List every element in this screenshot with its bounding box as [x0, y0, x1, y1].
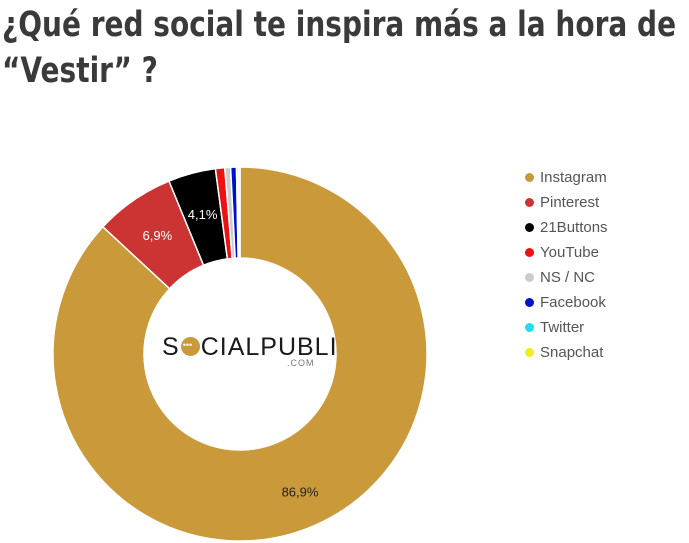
legend-item-ns-nc: NS / NC — [525, 265, 608, 290]
legend-label: NS / NC — [540, 268, 596, 286]
legend-swatch — [525, 298, 534, 307]
slice-snapchat — [237, 166, 241, 259]
legend-swatch — [525, 173, 534, 182]
legend-item-facebook: Facebook — [525, 290, 608, 315]
logo-text-end: CIALPUBLI — [200, 333, 338, 361]
legend-swatch — [525, 323, 534, 332]
legend-label: Facebook — [540, 293, 606, 311]
legend-swatch — [525, 348, 534, 357]
legend-label: YouTube — [540, 243, 599, 261]
chart-title-line2: “Vestir” ? — [2, 51, 158, 91]
legend-item-twitter: Twitter — [525, 315, 608, 340]
logo-subtext: .COM — [287, 358, 315, 368]
legend-label: 21Buttons — [540, 218, 608, 236]
socialpubli-logo: S CIALPUBLI — [162, 331, 338, 361]
logo-o-icon — [180, 331, 200, 359]
legend: Instagram Pinterest 21Buttons YouTube NS / N… — [525, 165, 608, 365]
legend-item-pinterest: Pinterest — [525, 190, 608, 215]
legend-label: Snapchat — [540, 343, 604, 361]
legend-label: Pinterest — [540, 193, 600, 211]
legend-swatch — [525, 223, 534, 232]
legend-swatch — [525, 248, 534, 257]
data-label-pinterest: 6,9% — [143, 228, 173, 243]
legend-item-snapchat: Snapchat — [525, 340, 608, 365]
legend-item-youtube: YouTube — [525, 240, 608, 265]
data-label-21buttons: 4,1% — [188, 207, 218, 222]
legend-label: Instagram — [540, 168, 607, 186]
logo-text-start: S — [162, 333, 180, 361]
legend-item-21buttons: 21Buttons — [525, 215, 608, 240]
data-label-instagram: 86,9% — [282, 484, 319, 499]
legend-item-instagram: Instagram — [525, 165, 608, 190]
legend-swatch — [525, 198, 534, 207]
legend-label: Twitter — [540, 318, 585, 336]
legend-swatch — [525, 273, 534, 282]
slice-instagram — [52, 166, 428, 542]
